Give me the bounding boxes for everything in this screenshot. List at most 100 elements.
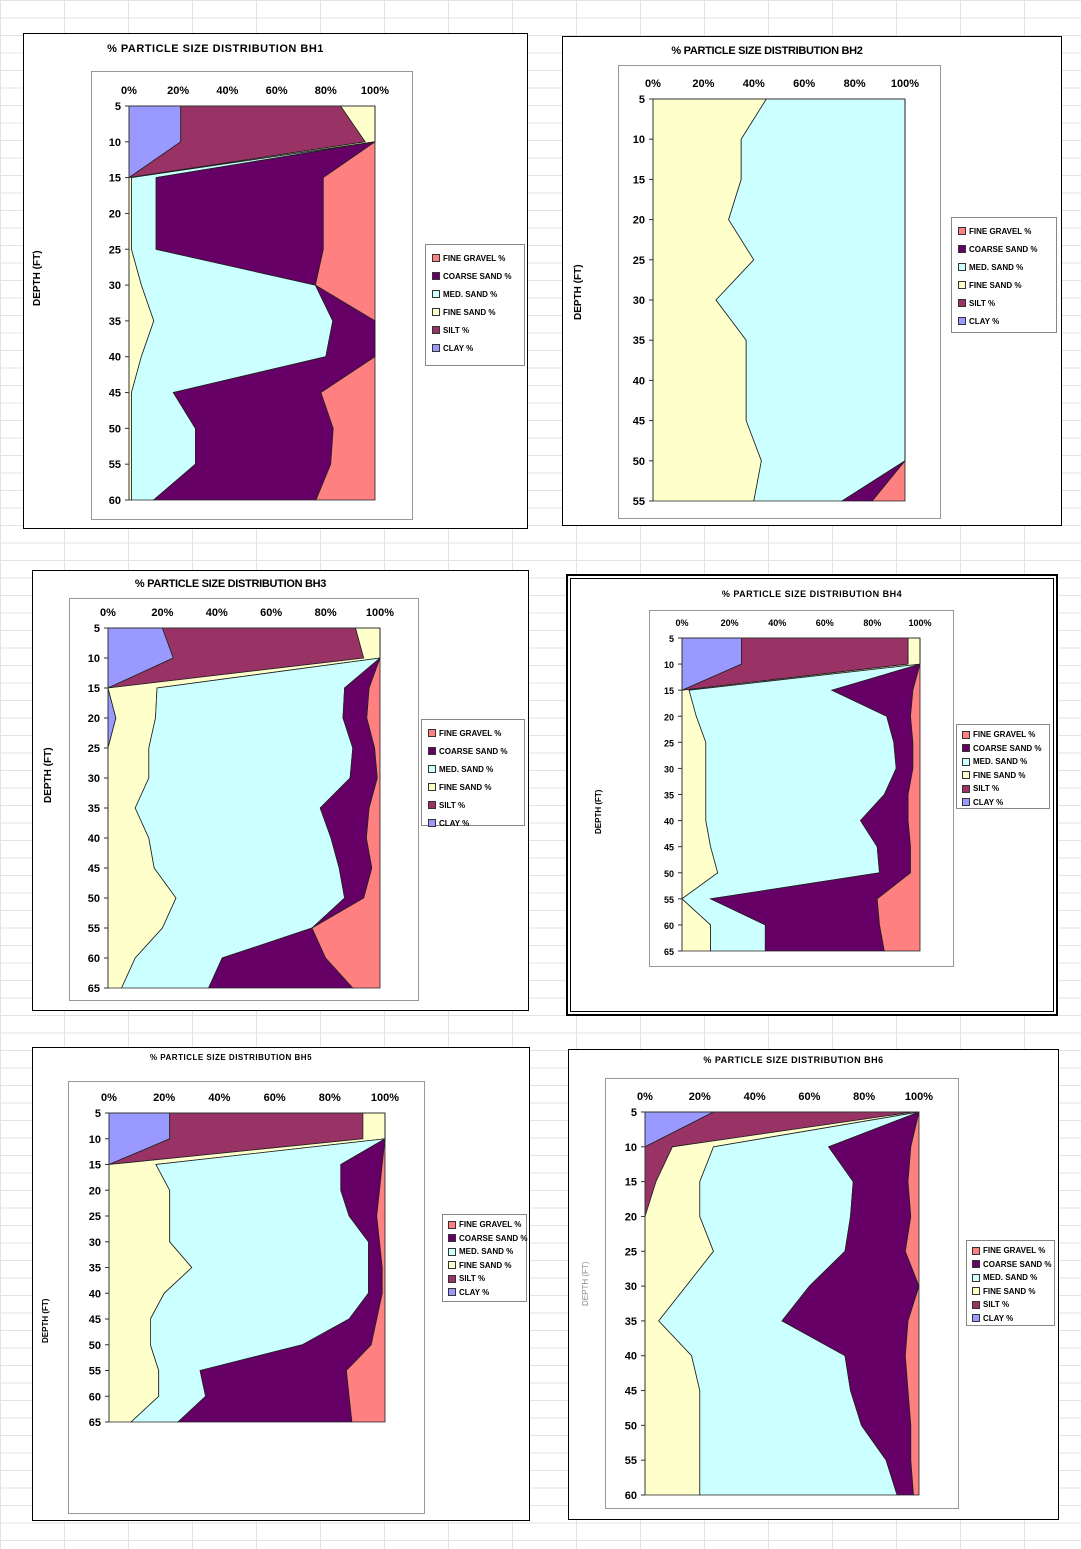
y-tick-label: 5 bbox=[94, 623, 100, 635]
x-tick-label: 20% bbox=[721, 618, 739, 628]
legend-label: FINE SAND % bbox=[973, 770, 1026, 780]
y-tick-label: 60 bbox=[625, 1490, 637, 1502]
legend-swatch bbox=[972, 1287, 980, 1296]
legend-label: CLAY % bbox=[443, 343, 474, 353]
legend: FINE GRAVEL % COARSE SAND % MED. SAND % FIN… bbox=[442, 1214, 527, 1302]
y-tick-label: 10 bbox=[633, 134, 645, 146]
chart-title: % PARTICLE SIZE DISTRIBUTION BH2 bbox=[671, 45, 863, 57]
legend-label: CLAY % bbox=[969, 316, 1000, 326]
legend-swatch bbox=[962, 757, 970, 766]
chart-title: % PARTICLE SIZE DISTRIBUTION BH1 bbox=[107, 43, 324, 55]
x-tick-label: 0% bbox=[645, 78, 661, 90]
plot: 0% 20% 40% 60% 80% 100% 5 10 15 20 25 30 35 40 45 50 55 6… bbox=[109, 85, 390, 507]
legend: FINE GRAVEL % COARSE SAND % MED. SAND % FIN… bbox=[425, 244, 525, 366]
legend-label: MED. SAND % bbox=[973, 757, 1028, 767]
legend-swatch bbox=[972, 1273, 980, 1282]
y-tick-label: 50 bbox=[109, 423, 121, 435]
legend-item-silt: SILT % bbox=[428, 796, 518, 814]
y-tick-label: 5 bbox=[639, 94, 645, 106]
y-axis-label: DEPTH (FT) bbox=[41, 1298, 50, 1343]
x-tick-label: 40% bbox=[208, 1092, 230, 1104]
x-tick-label: 80% bbox=[315, 85, 337, 97]
y-tick-label: 50 bbox=[633, 456, 645, 468]
y-axis-label: DEPTH (FT) bbox=[594, 789, 603, 834]
legend-item-med-sand: MED. SAND % bbox=[428, 760, 518, 778]
legend-label: MED. SAND % bbox=[439, 764, 494, 774]
y-tick-label: 25 bbox=[633, 255, 645, 267]
x-tick-label: 0% bbox=[637, 1091, 653, 1103]
y-tick-label: 30 bbox=[89, 1237, 101, 1249]
y-tick-label: 15 bbox=[633, 174, 645, 186]
y-tick-label: 25 bbox=[625, 1246, 637, 1258]
y-tick-label: 10 bbox=[625, 1142, 637, 1154]
chart-title: % PARTICLE SIZE DISTRIBUTION BH4 bbox=[721, 589, 903, 599]
y-tick-label: 35 bbox=[89, 1263, 101, 1275]
legend-item-clay: CLAY % bbox=[448, 1286, 521, 1300]
legend-item-clay: CLAY % bbox=[958, 312, 1050, 330]
legend-label: COARSE SAND % bbox=[983, 1259, 1052, 1269]
legend-label: FINE SAND % bbox=[969, 280, 1022, 290]
y-tick-label: 25 bbox=[88, 743, 100, 755]
legend-item-silt: SILT % bbox=[962, 782, 1044, 796]
legend-swatch bbox=[962, 730, 970, 739]
legend-item-fine-sand: FINE SAND % bbox=[428, 778, 518, 796]
x-tick-label: 80% bbox=[315, 607, 337, 619]
y-tick-label: 10 bbox=[664, 660, 674, 670]
area-series-fine-gravel bbox=[314, 106, 376, 501]
y-tick-label: 65 bbox=[88, 983, 100, 995]
legend-label: MED. SAND % bbox=[983, 1273, 1038, 1283]
x-tick-label: 60% bbox=[264, 1092, 286, 1104]
x-tick-label: 60% bbox=[816, 618, 834, 628]
y-tick-label: 65 bbox=[89, 1417, 101, 1429]
legend-label: FINE GRAVEL % bbox=[973, 730, 1036, 740]
legend-label: SILT % bbox=[969, 298, 996, 308]
y-tick-label: 55 bbox=[625, 1455, 637, 1467]
y-tick-label: 5 bbox=[631, 1107, 637, 1119]
legend-item-fine-sand: FINE SAND % bbox=[972, 1285, 1049, 1299]
legend-label: COARSE SAND % bbox=[443, 271, 512, 281]
x-tick-label: 40% bbox=[206, 607, 228, 619]
chart-title: % PARTICLE SIZE DISTRIBUTION BH3 bbox=[134, 578, 327, 590]
legend-swatch bbox=[958, 281, 966, 289]
legend-label: FINE SAND % bbox=[983, 1286, 1036, 1296]
legend-swatch bbox=[958, 263, 966, 271]
legend-item-clay: CLAY % bbox=[972, 1312, 1049, 1326]
y-tick-label: 30 bbox=[625, 1281, 637, 1293]
legend: FINE GRAVEL % COARSE SAND % MED. SAND % FIN… bbox=[421, 719, 525, 828]
y-tick-label: 35 bbox=[109, 316, 121, 328]
legend-label: FINE GRAVEL % bbox=[439, 728, 502, 738]
legend-swatch bbox=[428, 819, 436, 827]
legend-item-coarse-sand: COARSE SAND % bbox=[958, 240, 1050, 258]
legend-item-med-sand: MED. SAND % bbox=[962, 755, 1044, 769]
legend-item-med-sand: MED. SAND % bbox=[448, 1245, 521, 1259]
legend-item-med-sand: MED. SAND % bbox=[958, 258, 1050, 276]
legend-label: CLAY % bbox=[983, 1313, 1014, 1323]
x-tick-label: 80% bbox=[853, 1091, 875, 1103]
y-tick-label: 40 bbox=[89, 1288, 101, 1300]
x-tick-label: 40% bbox=[768, 618, 786, 628]
y-tick-label: 20 bbox=[88, 713, 100, 725]
y-tick-label: 15 bbox=[109, 173, 121, 185]
legend-swatch bbox=[432, 326, 440, 334]
legend-swatch bbox=[448, 1220, 456, 1229]
legend-item-coarse-sand: COARSE SAND % bbox=[428, 742, 518, 760]
legend-label: FINE GRAVEL % bbox=[443, 253, 506, 263]
y-tick-label: 50 bbox=[664, 869, 674, 879]
legend-label: FINE GRAVEL % bbox=[459, 1220, 522, 1230]
legend-swatch bbox=[428, 729, 436, 737]
chart-bh6: % PARTICLE SIZE DISTRIBUTION BH6 DEPTH (… bbox=[568, 1049, 1059, 1520]
legend-item-fine-sand: FINE SAND % bbox=[958, 276, 1050, 294]
x-tick-label: 100% bbox=[905, 1091, 933, 1103]
y-tick-label: 40 bbox=[625, 1351, 637, 1363]
y-tick-label: 5 bbox=[95, 1108, 101, 1120]
x-tick-label: 0% bbox=[101, 1092, 117, 1104]
x-tick-label: 20% bbox=[689, 1091, 711, 1103]
y-axis-label: DEPTH (FT) bbox=[573, 264, 584, 320]
y-tick-label: 50 bbox=[89, 1340, 101, 1352]
legend-label: COARSE SAND % bbox=[459, 1233, 528, 1243]
legend-swatch bbox=[448, 1234, 456, 1243]
legend-item-silt: SILT % bbox=[972, 1298, 1049, 1312]
x-tick-label: 100% bbox=[361, 85, 389, 97]
x-tick-label: 100% bbox=[366, 607, 394, 619]
legend-label: MED. SAND % bbox=[443, 289, 498, 299]
